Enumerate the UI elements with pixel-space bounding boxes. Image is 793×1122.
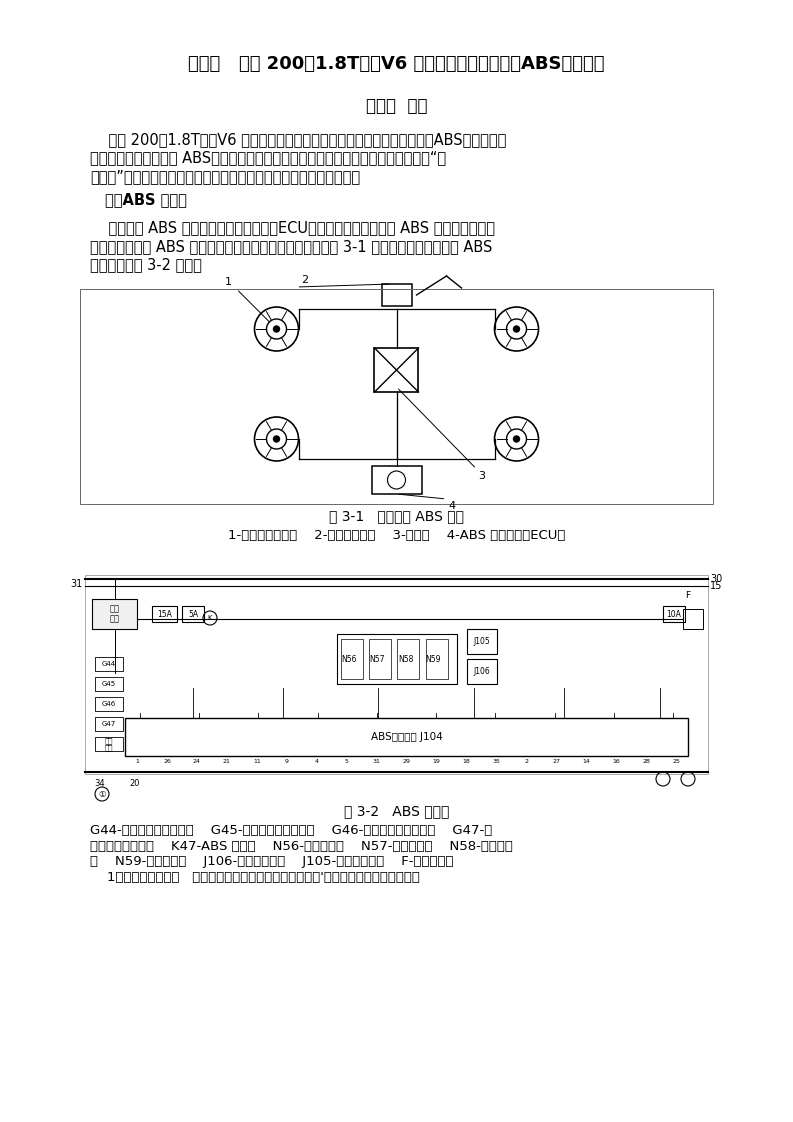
Bar [95, 657, 123, 671]
Text: 车采用四通道四传感器 ABS，对两前轮的制动实行单独控制，而对两后轮的制动则按“低: 车采用四通道四传感器 ABS，对两前轮的制动实行单独控制，而对两后轮的制动则按“… [90, 150, 446, 166]
Text: 15A: 15A [157, 609, 172, 618]
Text: ①: ① [98, 790, 105, 799]
Bar [95, 737, 123, 751]
Text: 14: 14 [582, 758, 590, 764]
Text: 1-车轮转速传感器    2-液压控制单元    3-电磁阀    4-ABS 控制单元（ECU）: 1-车轮转速传感器 2-液压控制单元 3-电磁阀 4-ABS 控制单元（ECU） [228, 528, 565, 542]
Text: 25: 25 [672, 758, 680, 764]
Text: 11: 11 [253, 758, 261, 764]
Bar [663, 606, 685, 622]
Text: 15: 15 [710, 581, 722, 591]
Bar [95, 697, 123, 711]
Text: J106: J106 [473, 666, 490, 675]
Bar [466, 659, 496, 684]
Bar [152, 606, 177, 622]
Text: 4: 4 [449, 502, 456, 511]
Bar [370, 640, 392, 679]
Text: 四通道四传感器 ABS 的制动管路采用交叉分路布置形式如图 3-1 所示，奥迪轿车四通道 ABS: 四通道四传感器 ABS 的制动管路采用交叉分路布置形式如图 3-1 所示，奥迪轿… [90, 239, 492, 254]
Text: N59: N59 [426, 654, 441, 663]
Bar [85, 574, 708, 774]
Text: ABS控制单元 J104: ABS控制单元 J104 [370, 732, 442, 742]
Text: 16: 16 [612, 758, 620, 764]
Text: 26: 26 [163, 758, 170, 764]
Text: 31: 31 [373, 758, 381, 764]
Bar [336, 634, 457, 684]
Bar [374, 348, 419, 392]
Text: 20: 20 [130, 779, 140, 788]
Text: F: F [685, 591, 691, 600]
Text: 控制电路如图 3-2 所示。: 控制电路如图 3-2 所示。 [90, 258, 202, 273]
Bar [426, 640, 447, 679]
Text: 29: 29 [403, 758, 411, 764]
Text: 点火
开关: 点火 开关 [109, 605, 120, 624]
Text: 31: 31 [71, 579, 83, 589]
Text: 2: 2 [301, 275, 308, 285]
Bar [683, 609, 703, 629]
Text: 图 3-2   ABS 电路图: 图 3-2 ABS 电路图 [344, 804, 449, 818]
Text: 21: 21 [223, 758, 231, 764]
Bar [397, 640, 419, 679]
Text: 2: 2 [524, 758, 528, 764]
Text: 奥迪轿车 ABS 主要由车轮转速传感器、ECU、四通液压控制单元和 ABS 指示灯等组成。: 奥迪轿车 ABS 主要由车轮转速传感器、ECU、四通液压控制单元和 ABS 指示… [90, 221, 495, 236]
Bar [92, 599, 137, 629]
Text: G47: G47 [102, 721, 116, 727]
Text: 第三章   奥迪 200（1.8T）、V6 轿车防抱死制动系统（ABS）的检修: 第三章 奥迪 200（1.8T）、V6 轿车防抱死制动系统（ABS）的检修 [188, 55, 605, 73]
Circle shape [274, 327, 279, 332]
Text: G44: G44 [102, 661, 116, 666]
Circle shape [514, 436, 519, 442]
Circle shape [274, 436, 279, 442]
Text: 一、ABS 的组成: 一、ABS 的组成 [105, 193, 187, 208]
Text: 5: 5 [345, 758, 349, 764]
Text: 奥迪 200（1.8T）、V6 型轿车装备了具有自诊断功能的防抱死制动系统（ABS）。奥迪轿: 奥迪 200（1.8T）、V6 型轿车装备了具有自诊断功能的防抱死制动系统（AB… [90, 132, 507, 147]
Bar [95, 677, 123, 691]
Text: 18: 18 [462, 758, 470, 764]
Text: 28: 28 [642, 758, 650, 764]
Text: 27: 27 [552, 758, 560, 764]
Text: N56: N56 [342, 654, 358, 663]
Text: G46: G46 [102, 701, 116, 707]
Text: 35: 35 [492, 758, 500, 764]
Bar [371, 466, 422, 494]
Circle shape [514, 327, 519, 332]
Text: 4: 4 [315, 758, 319, 764]
Text: 1、车轮转速传感器   在每个车轮处都安装一个车轮转速传'感器。车轮转速传感器采用: 1、车轮转速传感器 在每个车轮处都安装一个车轮转速传'感器。车轮转速传感器采用 [90, 871, 419, 883]
Text: 1: 1 [224, 277, 232, 287]
Text: 34: 34 [94, 779, 105, 788]
Text: K: K [208, 615, 213, 620]
Text: 9: 9 [285, 758, 289, 764]
Text: G45: G45 [102, 681, 116, 687]
Text: 30: 30 [710, 574, 722, 583]
Text: 第一节  概述: 第一节 概述 [366, 96, 427, 114]
Text: N57: N57 [370, 654, 385, 663]
Text: 5A: 5A [188, 609, 198, 618]
Text: 24: 24 [193, 758, 201, 764]
Text: 10A: 10A [667, 609, 681, 618]
Text: 输入
输出: 输入 输出 [105, 737, 113, 751]
Text: 3: 3 [478, 471, 485, 481]
Text: 阀    N59-左前电磁阀    J106-电磁阀继电器    J105-液压泵继电器    F-制动灯开关: 阀 N59-左前电磁阀 J106-电磁阀继电器 J105-液压泵继电器 F-制动… [90, 855, 454, 868]
Text: 图 3-1   奥迪轿车 ABS 组成: 图 3-1 奥迪轿车 ABS 组成 [329, 509, 464, 523]
Text: 19: 19 [432, 758, 440, 764]
Bar [342, 640, 363, 679]
Text: 1: 1 [135, 758, 139, 764]
Bar [466, 629, 496, 654]
Text: 前车轮转速传感器    K47-ABS 指示灯    N56-右后电磁阀    N57-左右电磁阀    N58-右前电磁: 前车轮转速传感器 K47-ABS 指示灯 N56-右后电磁阀 N57-左右电磁阀… [90, 839, 513, 853]
Bar [182, 606, 204, 622]
Text: G44-右后车轮转速传感器    G45-右前车轮转速传感器    G46-左后车轮转速传感器    G47-左: G44-右后车轮转速传感器 G45-右前车轮转速传感器 G46-左后车轮转速传感… [90, 824, 492, 837]
Bar [80, 289, 713, 504]
Bar [125, 718, 688, 756]
Text: 选原则”（即按先趋于抱死的车轮不发生抱死为原则）同时进行控制。: 选原则”（即按先趋于抱死的车轮不发生抱死为原则）同时进行控制。 [90, 169, 360, 184]
Bar [381, 284, 412, 306]
Text: J105: J105 [473, 637, 490, 646]
Bar [95, 717, 123, 732]
Text: N58: N58 [398, 654, 413, 663]
